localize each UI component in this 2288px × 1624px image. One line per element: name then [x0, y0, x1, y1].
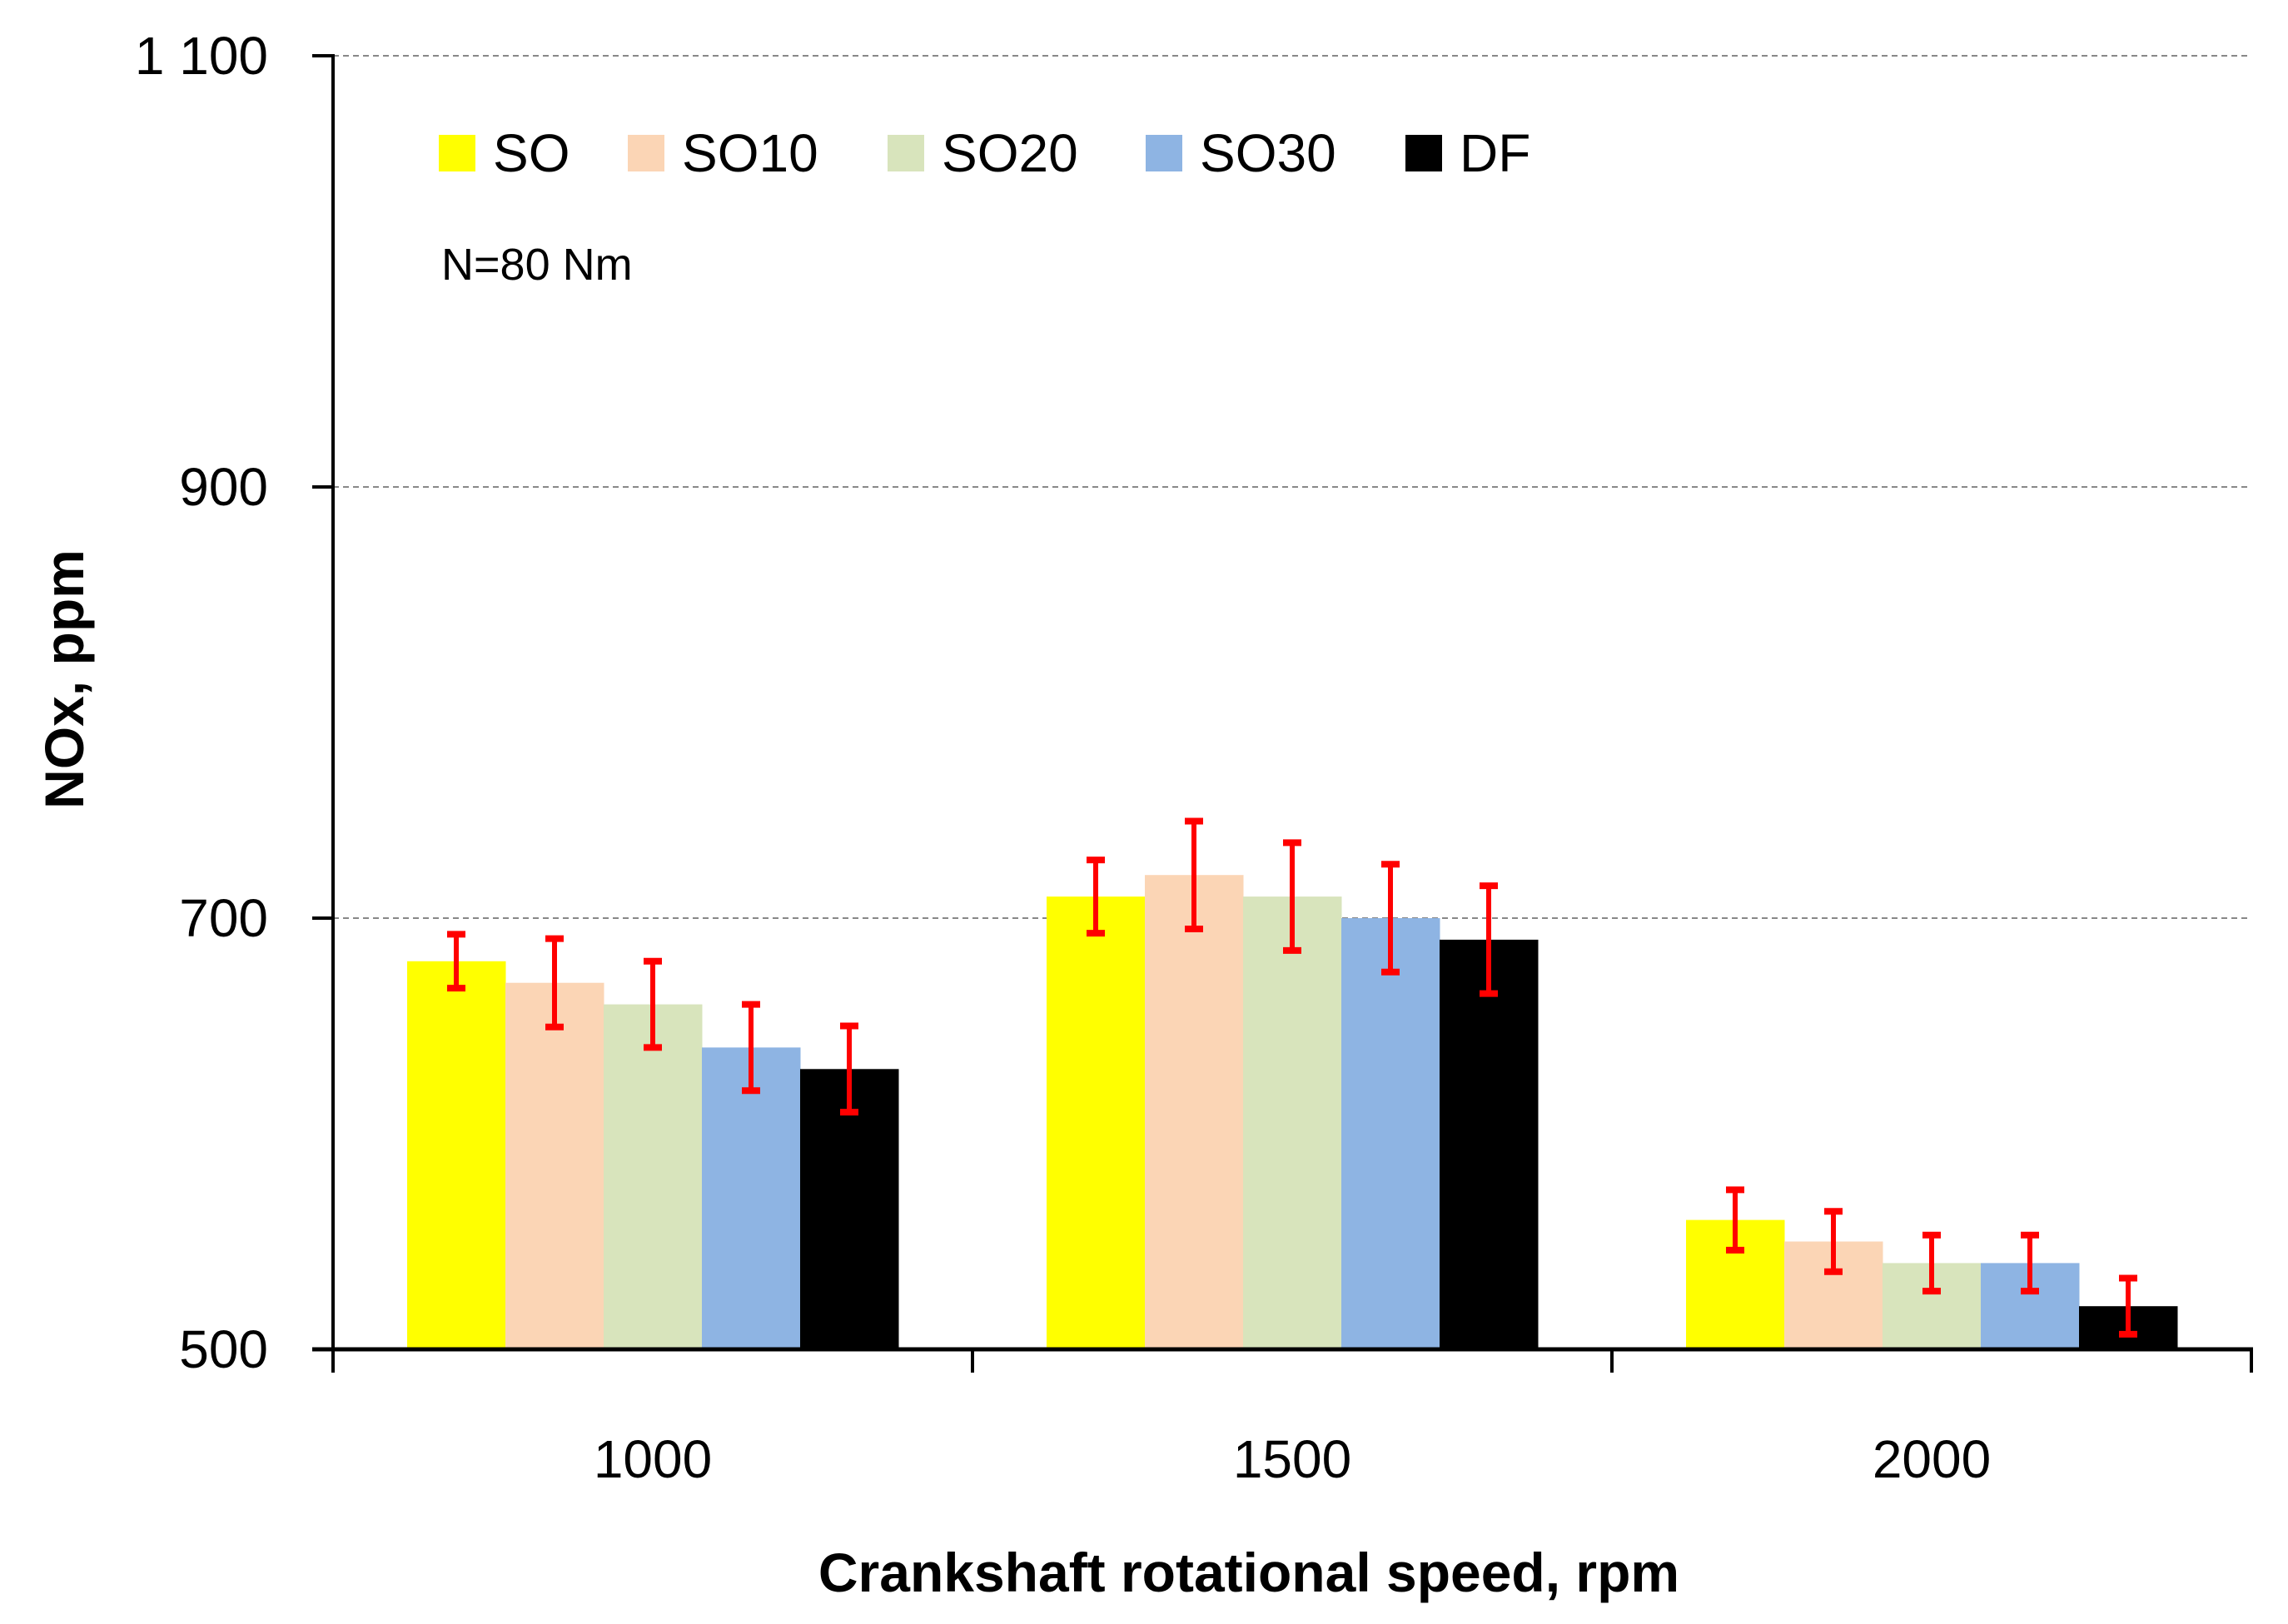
bar-so10-1000	[505, 982, 604, 1349]
legend-label-so: SO	[493, 123, 570, 183]
bar-df-1000	[800, 1069, 899, 1349]
x-tick-label: 1500	[1233, 1429, 1351, 1489]
x-tick-label: 2000	[1873, 1429, 1991, 1489]
bar-so10-1500	[1145, 875, 1244, 1349]
gridlines	[333, 55, 2251, 919]
annotation-load: N=80 Nm	[441, 240, 633, 290]
y-tick-label: 1 100	[135, 26, 268, 86]
legend-swatch-so10	[628, 135, 664, 171]
legend-swatch-so	[439, 135, 475, 171]
legend-label-so20: SO20	[942, 123, 1078, 183]
legend-label-so30: SO30	[1200, 123, 1336, 183]
bar-so30-1000	[702, 1047, 801, 1349]
error-bars	[447, 817, 2137, 1338]
bar-so-1500	[1047, 896, 1146, 1349]
legend-label-so10: SO10	[682, 123, 818, 183]
y-axis-title: NOx, ppm	[33, 549, 95, 809]
x-axis-title: Crankshaft rotational speed, rpm	[818, 1542, 1679, 1603]
bar-df-1500	[1440, 939, 1539, 1349]
bar-so-1000	[407, 961, 506, 1349]
bar-so20-1500	[1243, 896, 1342, 1349]
legend-swatch-so30	[1146, 135, 1182, 171]
x-tick-label: 1000	[594, 1429, 712, 1489]
axes	[312, 54, 2253, 1373]
tick-labels: 500 700 900 1 100 1000 1500 2000	[135, 26, 1991, 1489]
legend-swatch-so20	[888, 135, 924, 171]
y-tick-label: 900	[179, 457, 268, 517]
y-tick-label: 700	[179, 888, 268, 948]
legend-swatch-df	[1405, 135, 1442, 171]
bar-so20-1000	[604, 1004, 703, 1349]
y-tick-label: 500	[179, 1319, 268, 1379]
bars	[407, 875, 2178, 1349]
bar-so30-1500	[1341, 918, 1440, 1349]
legend: SO SO10 SO20 SO30 DF	[439, 123, 1530, 183]
legend-label-df: DF	[1460, 123, 1530, 183]
